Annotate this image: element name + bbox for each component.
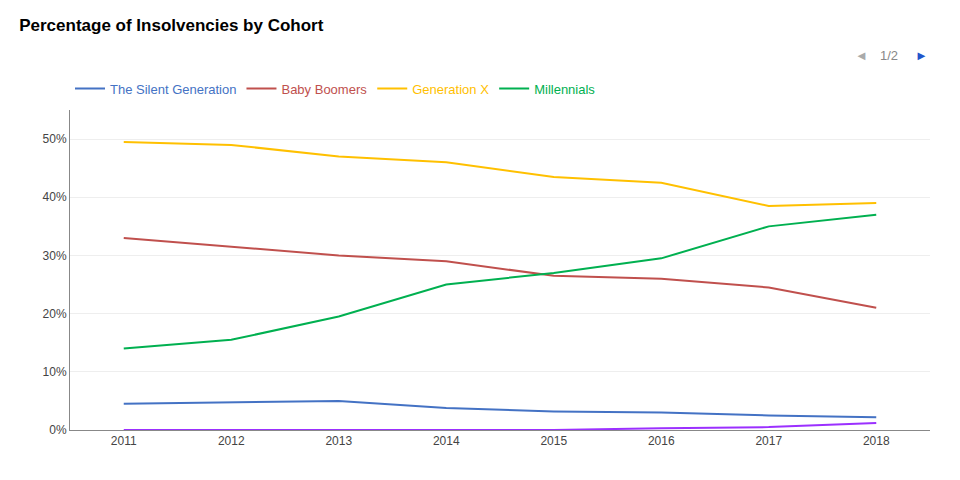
svg-text:2017: 2017 (755, 434, 782, 448)
svg-text:2012: 2012 (218, 434, 245, 448)
svg-text:◄: ◄ (855, 48, 868, 63)
svg-text:The Silent Generation: The Silent Generation (110, 82, 236, 97)
svg-text:40%: 40% (43, 190, 67, 204)
svg-text:2014: 2014 (433, 434, 460, 448)
svg-text:1/2: 1/2 (880, 48, 898, 63)
svg-text:2015: 2015 (540, 434, 567, 448)
svg-text:10%: 10% (43, 365, 67, 379)
svg-text:30%: 30% (43, 249, 67, 263)
svg-text:20%: 20% (43, 307, 67, 321)
svg-text:2016: 2016 (648, 434, 675, 448)
svg-text:Baby Boomers: Baby Boomers (281, 82, 367, 97)
svg-text:Generation X: Generation X (412, 82, 489, 97)
svg-text:50%: 50% (43, 132, 67, 146)
svg-text:►: ► (915, 48, 928, 63)
svg-text:2013: 2013 (325, 434, 352, 448)
svg-text:2018: 2018 (863, 434, 890, 448)
svg-text:Millennials: Millennials (534, 82, 595, 97)
svg-text:Percentage of Insolvencies by: Percentage of Insolvencies by Cohort (19, 16, 324, 35)
svg-text:2011: 2011 (111, 434, 137, 448)
svg-text:0%: 0% (49, 423, 67, 437)
